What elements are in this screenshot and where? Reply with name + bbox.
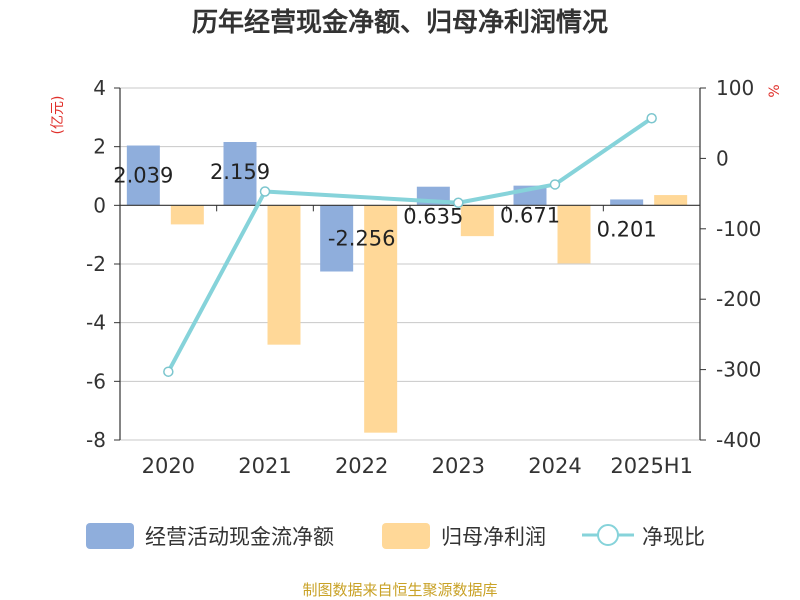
left-axis-unit: (亿元) bbox=[50, 96, 66, 135]
legend-label-net-profit: 归母净利润 bbox=[441, 525, 546, 549]
left-axis-tick-label: 0 bbox=[93, 193, 106, 217]
tick-labels: 4 2 0 -2 -4 -6 -8 100 0 -100 -200 -300 -400 2020 2021 2… bbox=[86, 76, 761, 478]
cash-flow-data-label: -2.256 bbox=[328, 226, 396, 250]
x-axis-tick-label: 2023 bbox=[432, 454, 485, 478]
legend-marker-ratio bbox=[597, 524, 619, 546]
left-axis-tick-label: 4 bbox=[93, 76, 106, 100]
cash-flow-bar bbox=[320, 205, 354, 272]
cash-flow-bar bbox=[126, 145, 160, 206]
data-source-note: 制图数据来自恒生聚源数据库 bbox=[302, 581, 497, 599]
left-axis-tick-label: 2 bbox=[93, 135, 106, 159]
chart-title: 历年经营现金净额、归母净利润情况 bbox=[192, 7, 608, 38]
right-axis-unit: % bbox=[767, 84, 783, 97]
legend: 经营活动现金流净额 归母净利润 净现比 bbox=[86, 523, 705, 549]
right-axis-tick-label: -400 bbox=[716, 428, 761, 452]
ratio-point bbox=[453, 197, 464, 209]
right-axis-tick-label: -100 bbox=[716, 217, 761, 241]
net-profit-bar bbox=[654, 195, 688, 206]
x-axis-tick-label: 2022 bbox=[335, 454, 388, 478]
line-series bbox=[163, 113, 657, 377]
left-axis-tick-label: -4 bbox=[86, 311, 106, 335]
x-axis-tick-label: 2020 bbox=[142, 454, 195, 478]
ratio-point bbox=[646, 113, 657, 124]
x-axis-tick-label: 2024 bbox=[528, 454, 581, 478]
right-axis-tick-label: -200 bbox=[716, 287, 761, 311]
net-profit-bar bbox=[170, 205, 204, 225]
axes bbox=[114, 87, 706, 441]
ratio-point bbox=[163, 366, 174, 377]
legend-label-cash-flow: 经营活动现金流净额 bbox=[145, 525, 334, 549]
cash-flow-bar bbox=[610, 199, 644, 206]
data-labels: 2.039 2.159 -2.256 0.635 0.671 0.201 bbox=[113, 160, 656, 250]
bar-series bbox=[126, 142, 688, 433]
grid-lines bbox=[120, 87, 700, 441]
cash-flow-data-label: 0.671 bbox=[500, 204, 560, 228]
x-axis-tick-label: 2021 bbox=[238, 454, 291, 478]
cash-flow-data-label: 0.201 bbox=[597, 217, 657, 241]
legend-swatch-cash-flow bbox=[86, 523, 134, 549]
net-profit-bar bbox=[460, 205, 494, 237]
right-axis-tick-label: 100 bbox=[716, 76, 754, 100]
right-axis-tick-label: -300 bbox=[716, 358, 761, 382]
left-axis-tick-label: -2 bbox=[86, 252, 106, 276]
left-axis-tick-label: -8 bbox=[86, 428, 106, 452]
net-profit-bar bbox=[267, 205, 301, 345]
legend-label-ratio: 净现比 bbox=[642, 525, 705, 549]
net-profit-bar bbox=[557, 205, 591, 264]
left-axis-tick-label: -6 bbox=[86, 369, 106, 393]
right-axis-tick-label: 0 bbox=[716, 146, 729, 170]
ratio-point bbox=[259, 186, 271, 197]
x-axis-tick-label: 2025H1 bbox=[610, 454, 693, 478]
cash-flow-data-label: 0.635 bbox=[403, 205, 463, 229]
cash-flow-data-label: 2.159 bbox=[210, 160, 270, 184]
cash-flow-bar bbox=[223, 142, 257, 206]
cash-flow-data-label: 2.039 bbox=[113, 164, 173, 188]
legend-swatch-net-profit bbox=[382, 523, 430, 549]
ratio-point bbox=[549, 179, 561, 190]
net-profit-bar bbox=[364, 205, 398, 433]
